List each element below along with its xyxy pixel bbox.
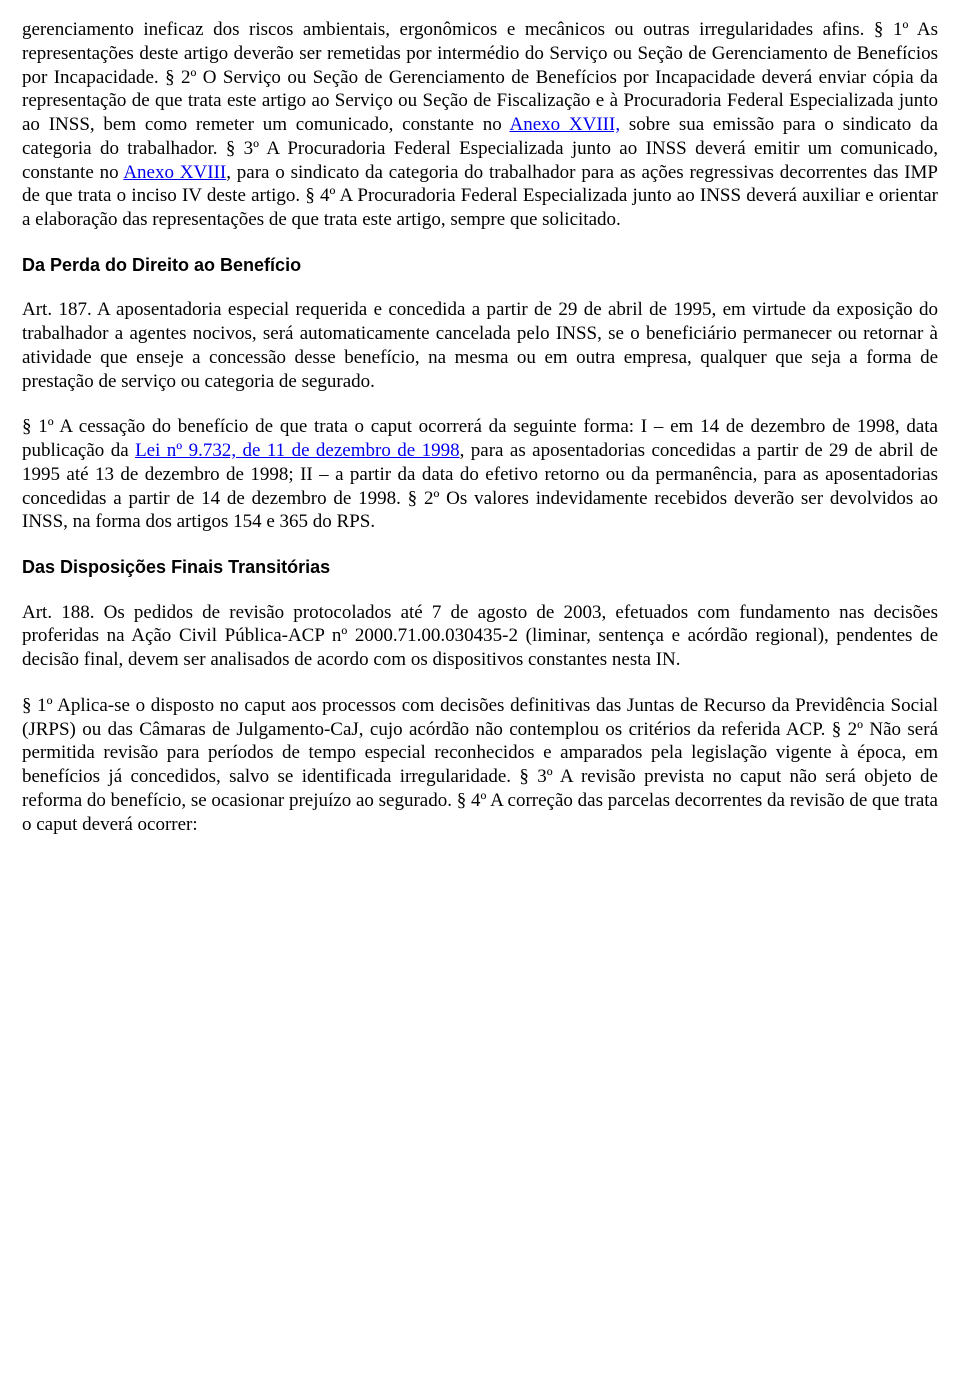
paragraph-art-187-paragrafos: § 1º A cessação do benefício de que trat… bbox=[22, 415, 938, 534]
paragraph-art-187: Art. 187. A aposentadoria especial reque… bbox=[22, 298, 938, 393]
paragraph-intro: gerenciamento ineficaz dos riscos ambien… bbox=[22, 18, 938, 232]
link-lei-9732[interactable]: Lei nº 9.732, de 11 de dezembro de 1998 bbox=[135, 440, 460, 461]
paragraph-art-188: Art. 188. Os pedidos de revisão protocol… bbox=[22, 601, 938, 672]
link-anexo-xviii-1[interactable]: Anexo XVIII, bbox=[509, 114, 620, 135]
heading-perda-direito: Da Perda do Direito ao Benefício bbox=[22, 254, 938, 277]
link-anexo-xviii-2[interactable]: Anexo XVIII bbox=[123, 162, 226, 183]
paragraph-art-188-paragrafos: § 1º Aplica-se o disposto no caput aos p… bbox=[22, 694, 938, 837]
heading-disposicoes-finais: Das Disposições Finais Transitórias bbox=[22, 556, 938, 579]
